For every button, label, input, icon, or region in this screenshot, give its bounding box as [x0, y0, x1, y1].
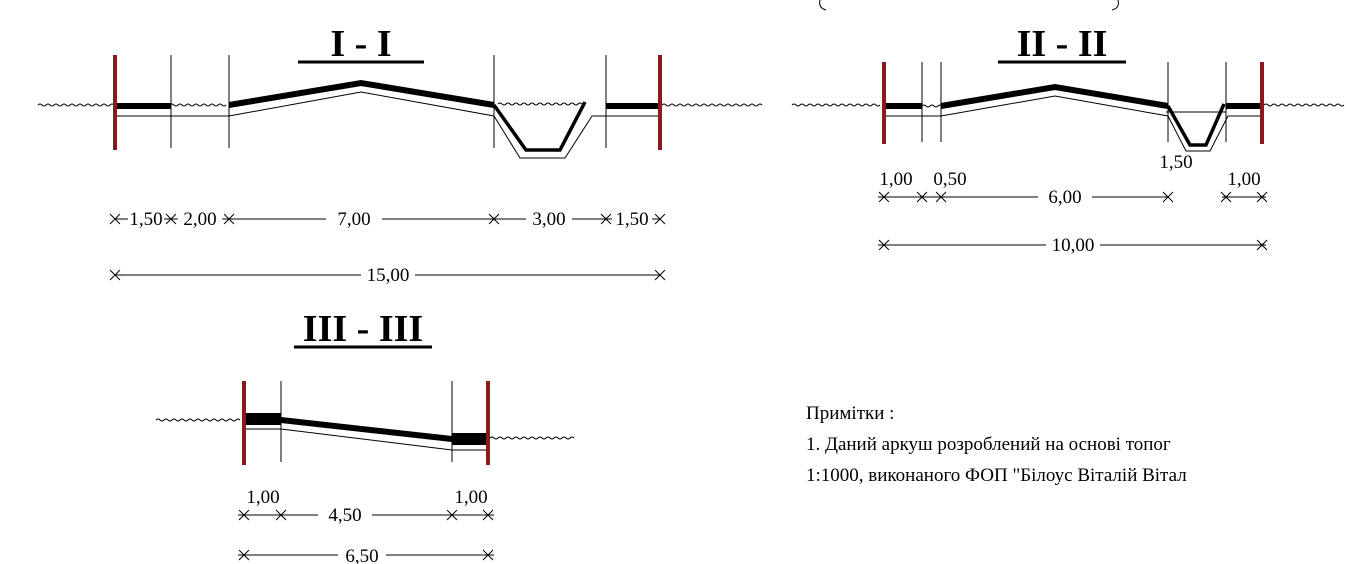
section-1-title: I - I — [330, 23, 391, 65]
dim-label: 1,00 — [454, 487, 487, 508]
bracket-right — [1111, 0, 1119, 11]
base-layer — [244, 428, 488, 451]
total-dim-label: 10,00 — [1052, 235, 1095, 256]
carriageway — [228, 79, 495, 108]
ground-line — [791, 103, 881, 107]
dim-label: 1,00 — [1227, 169, 1260, 190]
dim-label: 1,50 — [129, 209, 162, 230]
ground-line — [497, 102, 583, 106]
dim-label: 1,00 — [879, 169, 912, 190]
ground-line — [155, 418, 241, 422]
section-3: III - III 1,00 4,50 1,00 6,50 — [155, 308, 575, 564]
carriageway — [280, 417, 453, 442]
section-1: I - I — [37, 23, 763, 286]
notes-heading: Примітки : — [806, 403, 894, 424]
ground-line — [1263, 103, 1345, 107]
base-layer — [884, 95, 1262, 152]
dim-label: 7,00 — [337, 209, 370, 230]
ground-line — [169, 103, 227, 107]
section-2-title: II - II — [1017, 23, 1108, 65]
dim-label: 1,50 — [1159, 152, 1192, 173]
notes-line-2: 1:1000, виконаного ФОП "Білоус Віталій В… — [806, 465, 1187, 486]
dim-label: 3,00 — [532, 209, 565, 230]
section-3-title: III - III — [303, 308, 423, 350]
dim-label: 4,50 — [328, 505, 361, 526]
notes-line-1: 1. Даний аркуш розроблений на основі топ… — [806, 434, 1171, 455]
total-dim-label: 15,00 — [367, 265, 410, 286]
ground-line — [661, 103, 763, 107]
sidewalk-left — [244, 413, 281, 425]
ground-line — [921, 104, 943, 108]
base-layer — [115, 91, 660, 159]
sidewalk-right — [452, 433, 488, 445]
ditch — [1166, 103, 1226, 147]
dim-label: 1,50 — [615, 209, 648, 230]
bracket-left — [819, 0, 827, 11]
dim-label: 0,50 — [933, 169, 966, 190]
total-dim-label: 6,50 — [345, 546, 378, 564]
carriageway — [940, 83, 1169, 109]
ground-line — [489, 436, 575, 440]
notes: Примітки : 1. Даний аркуш розроблений на… — [806, 403, 1187, 486]
dim-label: 6,00 — [1048, 187, 1081, 208]
dim-label: 2,00 — [183, 209, 216, 230]
dim-label: 1,00 — [246, 487, 279, 508]
ditch — [492, 101, 587, 152]
ground-line — [37, 103, 115, 107]
section-2: II - II 1,00 0,50 6,00 1,50 1,00 — [791, 23, 1345, 256]
